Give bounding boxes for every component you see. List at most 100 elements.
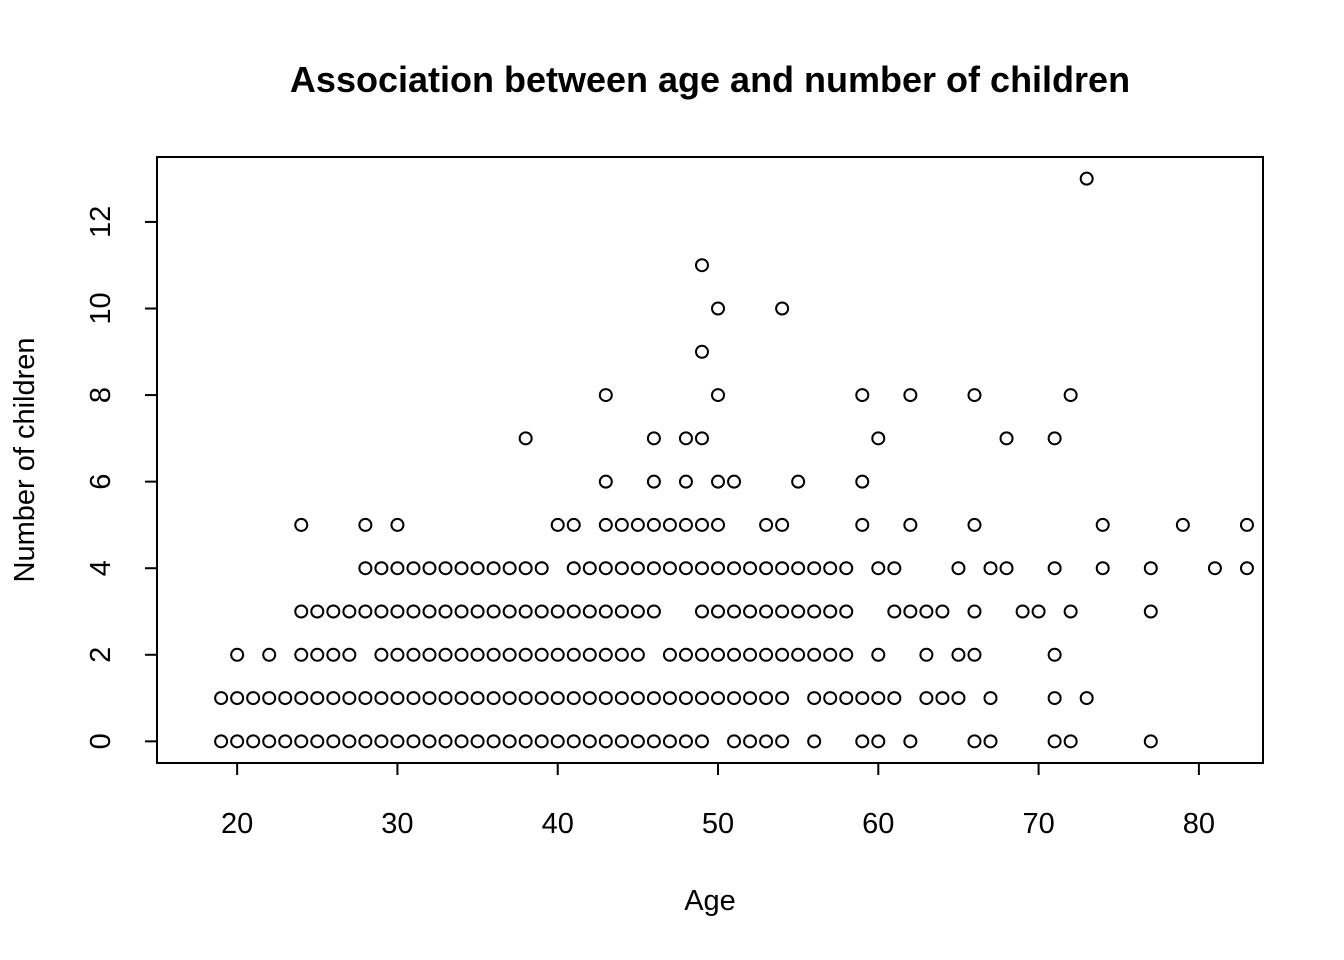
data-point xyxy=(518,561,533,576)
data-point xyxy=(326,691,341,706)
data-point xyxy=(550,691,565,706)
data-point xyxy=(743,604,758,619)
data-point xyxy=(775,604,790,619)
data-point xyxy=(438,734,453,749)
y-tick-label: 6 xyxy=(85,474,117,490)
data-point xyxy=(919,691,934,706)
data-point xyxy=(326,647,341,662)
data-point xyxy=(598,691,613,706)
data-point xyxy=(903,388,918,403)
data-point xyxy=(230,691,245,706)
data-point xyxy=(390,561,405,576)
data-point xyxy=(678,647,693,662)
data-point xyxy=(1143,561,1158,576)
data-point xyxy=(999,561,1014,576)
data-point xyxy=(534,647,549,662)
data-point xyxy=(550,604,565,619)
data-point xyxy=(903,734,918,749)
data-point xyxy=(342,604,357,619)
data-point xyxy=(598,474,613,489)
data-point xyxy=(406,647,421,662)
data-point xyxy=(711,517,726,532)
data-point xyxy=(678,517,693,532)
data-point xyxy=(759,647,774,662)
data-point xyxy=(598,388,613,403)
y-tick-label: 8 xyxy=(85,387,117,403)
data-point xyxy=(1239,561,1254,576)
data-point xyxy=(887,691,902,706)
x-tick-label: 30 xyxy=(381,808,413,840)
data-point xyxy=(646,691,661,706)
data-point xyxy=(775,734,790,749)
data-point xyxy=(1047,647,1062,662)
data-point xyxy=(310,734,325,749)
data-point xyxy=(614,734,629,749)
data-point xyxy=(630,734,645,749)
data-point xyxy=(454,734,469,749)
data-point xyxy=(1095,517,1110,532)
data-point xyxy=(759,517,774,532)
data-point xyxy=(598,604,613,619)
data-point xyxy=(839,691,854,706)
data-point xyxy=(310,604,325,619)
data-point xyxy=(935,691,950,706)
data-point xyxy=(646,431,661,446)
data-point xyxy=(903,604,918,619)
data-point xyxy=(807,691,822,706)
data-point xyxy=(486,561,501,576)
data-point xyxy=(967,647,982,662)
data-point xyxy=(598,734,613,749)
y-tick-label: 12 xyxy=(85,206,117,238)
data-point xyxy=(678,474,693,489)
y-axis-label: Number of children xyxy=(9,338,41,583)
data-point xyxy=(983,561,998,576)
data-point xyxy=(775,691,790,706)
data-point xyxy=(326,734,341,749)
data-point xyxy=(711,301,726,316)
data-point xyxy=(582,561,597,576)
data-point xyxy=(294,647,309,662)
data-point xyxy=(791,604,806,619)
data-point xyxy=(711,388,726,403)
data-point xyxy=(262,734,277,749)
data-point xyxy=(694,647,709,662)
data-point xyxy=(438,691,453,706)
data-point xyxy=(855,517,870,532)
data-point xyxy=(694,517,709,532)
data-point xyxy=(951,647,966,662)
data-point xyxy=(630,561,645,576)
data-point xyxy=(887,561,902,576)
data-point xyxy=(1143,734,1158,749)
data-point xyxy=(1095,561,1110,576)
data-point xyxy=(759,604,774,619)
data-point xyxy=(823,691,838,706)
data-point xyxy=(967,388,982,403)
data-point xyxy=(614,604,629,619)
data-point xyxy=(951,691,966,706)
data-point xyxy=(614,517,629,532)
data-point xyxy=(502,561,517,576)
data-point xyxy=(743,691,758,706)
data-point xyxy=(518,734,533,749)
data-point xyxy=(454,604,469,619)
data-point xyxy=(855,691,870,706)
data-point xyxy=(823,561,838,576)
data-point xyxy=(470,691,485,706)
chart-title: Association between age and number of ch… xyxy=(290,59,1130,100)
data-point xyxy=(582,734,597,749)
data-point xyxy=(614,691,629,706)
data-point xyxy=(1175,517,1190,532)
data-point xyxy=(438,647,453,662)
data-point xyxy=(614,561,629,576)
data-point xyxy=(662,561,677,576)
data-point xyxy=(646,517,661,532)
data-point xyxy=(839,561,854,576)
data-point xyxy=(871,561,886,576)
data-point xyxy=(422,691,437,706)
data-point xyxy=(678,431,693,446)
data-point xyxy=(775,647,790,662)
data-point xyxy=(775,517,790,532)
y-axis: 0 2 4 6 8 10 12 xyxy=(85,206,157,749)
data-point xyxy=(518,431,533,446)
data-point xyxy=(390,647,405,662)
